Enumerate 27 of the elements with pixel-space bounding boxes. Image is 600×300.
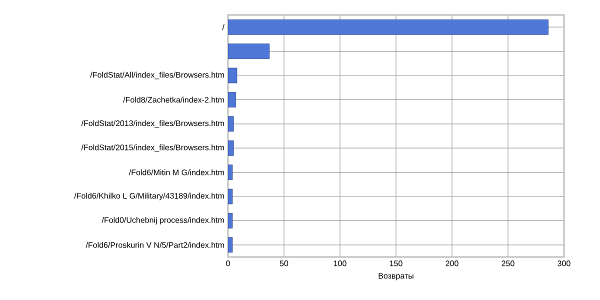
bar [228, 116, 234, 132]
y-tick-label: /Fold8/Zachetka/index-2.htm [123, 96, 224, 103]
x-tick-label: 0 [226, 260, 230, 266]
bar [228, 92, 236, 108]
bar [228, 140, 234, 156]
bar [228, 164, 233, 180]
x-tick-label: 200 [446, 260, 458, 266]
y-tick-label: /FoldStat/2013/index_files/Browsers.htm [81, 120, 224, 128]
y-tick-label: /Fold6/Proskurin V N/5/Part2/index.htm [86, 242, 224, 248]
bar [228, 188, 233, 204]
bar [228, 68, 238, 84]
x-tick-label: 250 [502, 260, 514, 266]
x-tick-label: 50 [280, 260, 288, 266]
x-tick-label: 150 [390, 260, 402, 266]
bar [228, 19, 549, 35]
y-tick-label: /Fold6/Khilko L G/Military/43189/index.htm [74, 192, 224, 200]
y-tick-label: /Fold6/Mitin M G/index.htm [128, 169, 224, 176]
x-axis-title: Возвраты [378, 273, 414, 280]
bar [228, 44, 270, 59]
x-tick-label: 100 [334, 260, 346, 266]
x-tick-label: 300 [558, 260, 570, 266]
bar [228, 237, 233, 253]
y-tick-label: /Fold0/Uchebnij process/index.htm [102, 216, 224, 224]
y-tick-label: /FoldStat/All/index_files/Browsers.htm [90, 72, 224, 80]
y-tick-label: /FoldStat/2015/index_files/Browsers.htm [81, 144, 224, 152]
y-tick-label: / [222, 24, 224, 30]
bar [228, 213, 233, 228]
